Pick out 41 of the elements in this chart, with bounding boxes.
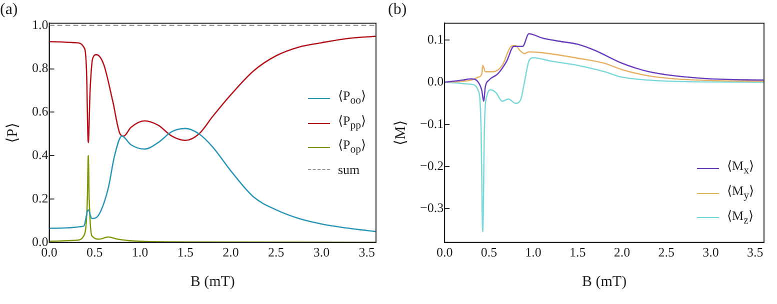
- x-tick-label: 0.5: [86, 244, 103, 260]
- x-tick-label: 1.0: [132, 244, 148, 260]
- y-tick-label: 1.0: [32, 16, 48, 32]
- x-tick-label: 3.0: [702, 244, 719, 260]
- legend-label: ⟨P$_{op}$⟩: [338, 136, 366, 158]
- line-series: [444, 33, 764, 102]
- y-tick-label: −0.3: [420, 200, 444, 216]
- y-axis-title: ⟨M⟩: [392, 120, 409, 146]
- x-tick-label: 3.5: [747, 244, 764, 260]
- legend-label: ⟨M$_{x}$⟩: [727, 157, 754, 179]
- x-tick-label: 1.0: [525, 244, 542, 260]
- x-tick-label: 3.0: [313, 244, 330, 260]
- y-tick-label: 0.2: [32, 190, 48, 206]
- y-tick-label: −0.1: [420, 116, 444, 131]
- y-tick-label: 0.0: [32, 234, 48, 249]
- x-tick-label: 2.0: [614, 244, 630, 260]
- legend-label: ⟨M$_{y}$⟩: [727, 182, 754, 204]
- x-tick-label: 1.5: [570, 244, 586, 260]
- x-axis-title: B (mT): [190, 274, 235, 290]
- y-tick-label: 0.1: [427, 31, 444, 46]
- y-axis-title: ⟨P⟩: [4, 122, 21, 143]
- x-tick-label: 2.5: [658, 244, 675, 260]
- x-axis-title: B (mT): [582, 274, 627, 290]
- legend-label: ⟨M$_{z}$⟩: [727, 206, 754, 228]
- y-tick-label: −0.2: [420, 158, 444, 173]
- x-tick-label: 3.5: [358, 244, 376, 260]
- x-tick-label: 2.5: [268, 244, 284, 260]
- y-tick-label: 0.0: [427, 74, 444, 89]
- line-series: [444, 57, 764, 233]
- chart-title: (a): [0, 0, 18, 18]
- line-series: [444, 44, 764, 83]
- legend-label: sum: [338, 161, 360, 180]
- y-tick-label: 0.8: [32, 60, 48, 76]
- y-tick-label: 0.4: [32, 147, 49, 162]
- chart-title: (b): [388, 0, 407, 18]
- y-tick-label: 0.6: [32, 104, 49, 119]
- legend-label: ⟨P$_{oo}$⟩: [338, 87, 366, 109]
- legend-label: ⟨P$_{pp}$⟩: [338, 112, 366, 134]
- x-tick-label: 1.5: [177, 244, 194, 260]
- x-tick-label: 0.5: [480, 244, 498, 260]
- x-tick-label: 2.0: [222, 244, 239, 260]
